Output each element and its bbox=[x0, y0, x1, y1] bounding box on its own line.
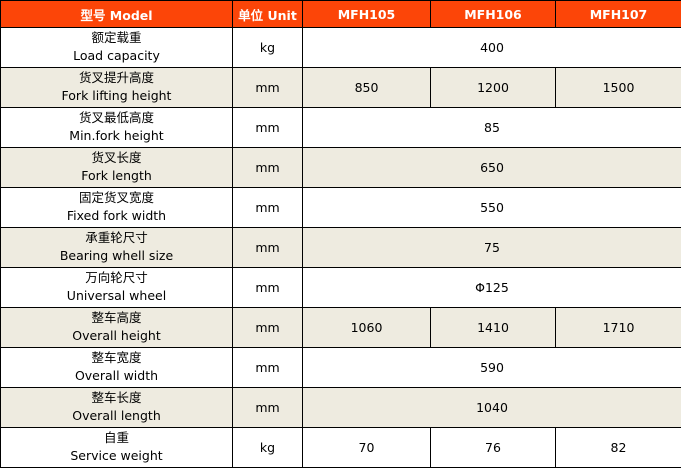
header-mfh107: MFH107 bbox=[556, 1, 681, 28]
header-mfh105: MFH105 bbox=[303, 1, 431, 28]
value-cell: 70 bbox=[303, 428, 431, 468]
unit-cell: mm bbox=[233, 268, 303, 308]
param-name-en: Overall width bbox=[1, 367, 232, 385]
value-cell: 76 bbox=[431, 428, 556, 468]
param-name-zh: 固定货叉宽度 bbox=[1, 189, 232, 207]
value-cell: 850 bbox=[303, 68, 431, 108]
unit-cell: kg bbox=[233, 28, 303, 68]
param-name-en: Load capacity bbox=[1, 47, 232, 65]
value-cell: 650 bbox=[303, 148, 681, 188]
value-cell: 1500 bbox=[556, 68, 681, 108]
param-name-zh: 整车高度 bbox=[1, 309, 232, 327]
unit-cell: mm bbox=[233, 348, 303, 388]
unit-cell: mm bbox=[233, 188, 303, 228]
value-cell: 590 bbox=[303, 348, 681, 388]
value-cell: 1060 bbox=[303, 308, 431, 348]
unit-cell: mm bbox=[233, 308, 303, 348]
param-name-zh: 整车宽度 bbox=[1, 349, 232, 367]
header-model: 型号 Model bbox=[1, 1, 233, 28]
unit-cell: mm bbox=[233, 388, 303, 428]
param-name-zh: 货叉最低高度 bbox=[1, 109, 232, 127]
value-cell: 1410 bbox=[431, 308, 556, 348]
param-name-en: Overall length bbox=[1, 407, 232, 425]
param-name-zh: 自重 bbox=[1, 429, 232, 447]
param-name-en: Min.fork height bbox=[1, 127, 232, 145]
header-row: 型号 Model 单位 Unit MFH105 MFH106 MFH107 bbox=[1, 1, 681, 28]
header-mfh106: MFH106 bbox=[431, 1, 556, 28]
param-name-en: Fixed fork width bbox=[1, 207, 232, 225]
unit-cell: mm bbox=[233, 68, 303, 108]
param-name-zh: 货叉提升高度 bbox=[1, 69, 232, 87]
param-name-zh: 承重轮尺寸 bbox=[1, 229, 232, 247]
header-unit: 单位 Unit bbox=[233, 1, 303, 28]
value-cell: 82 bbox=[556, 428, 681, 468]
value-cell: Φ125 bbox=[303, 268, 681, 308]
param-name-zh: 货叉长度 bbox=[1, 149, 232, 167]
unit-cell: mm bbox=[233, 148, 303, 188]
value-cell: 85 bbox=[303, 108, 681, 148]
value-cell: 1040 bbox=[303, 388, 681, 428]
value-cell: 550 bbox=[303, 188, 681, 228]
value-cell: 1200 bbox=[431, 68, 556, 108]
param-name-en: Universal wheel bbox=[1, 287, 232, 305]
param-name-en: Fork length bbox=[1, 167, 232, 185]
unit-cell: mm bbox=[233, 108, 303, 148]
unit-cell: kg bbox=[233, 428, 303, 468]
param-name-zh: 额定载重 bbox=[1, 29, 232, 47]
param-name-en: Bearing whell size bbox=[1, 247, 232, 265]
param-name-zh: 万向轮尺寸 bbox=[1, 269, 232, 287]
param-name-zh: 整车长度 bbox=[1, 389, 232, 407]
value-cell: 1710 bbox=[556, 308, 681, 348]
param-name-en: Fork lifting height bbox=[1, 87, 232, 105]
param-name-en: Service weight bbox=[1, 447, 232, 465]
value-cell: 400 bbox=[303, 28, 681, 68]
value-cell: 75 bbox=[303, 228, 681, 268]
param-name-en: Overall height bbox=[1, 327, 232, 345]
unit-cell: mm bbox=[233, 228, 303, 268]
